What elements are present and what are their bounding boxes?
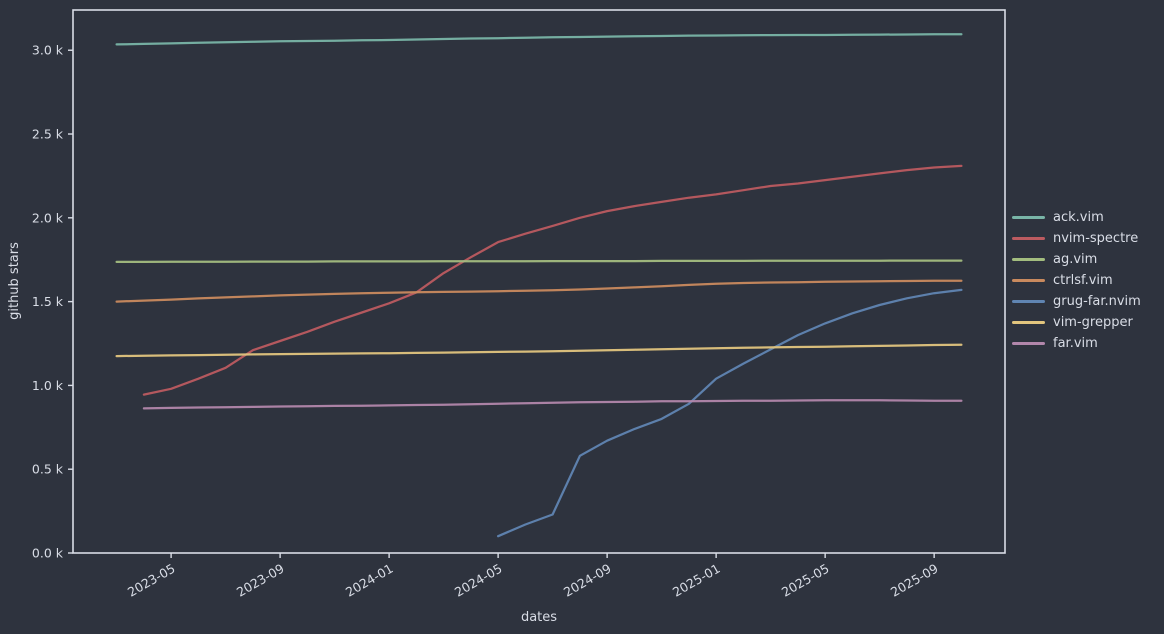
series-line-ctrlsf.vim	[115, 279, 963, 303]
series-line-far.vim	[142, 399, 963, 410]
series-line-vim-grepper	[115, 343, 963, 358]
x-tick-label: 2024-09	[561, 561, 614, 600]
y-tick-label: 0.0 k	[32, 546, 64, 561]
legend-item-ctrlsf.vim: ctrlsf.vim	[1012, 270, 1141, 291]
y-tick-label: 1.5 k	[32, 294, 64, 309]
x-tick-label: 2023-09	[234, 561, 287, 600]
legend-item-vim-grepper: vim-grepper	[1012, 312, 1141, 333]
plot-border	[72, 9, 1006, 554]
legend-swatch-ctrlsf.vim	[1012, 279, 1045, 282]
legend-label: ctrlsf.vim	[1053, 273, 1113, 288]
legend-item-grug-far.nvim: grug-far.nvim	[1012, 291, 1141, 312]
y-tick-label: 1.0 k	[32, 378, 64, 393]
y-tick-label: 2.5 k	[32, 127, 64, 142]
series-line-ag.vim	[115, 259, 963, 264]
legend-swatch-nvim-spectre	[1012, 237, 1045, 240]
legend-swatch-ag.vim	[1012, 258, 1045, 261]
x-tick-label: 2024-05	[452, 561, 505, 600]
series-line-ack.vim	[115, 33, 963, 46]
y-axis-label: github stars	[7, 242, 22, 320]
legend-label: ag.vim	[1053, 252, 1098, 267]
x-tick-label: 2024-01	[343, 561, 396, 600]
legend-swatch-grug-far.nvim	[1012, 300, 1045, 303]
x-tick-label: 2025-05	[779, 561, 832, 600]
plot-area: 2023-05 2023-09 2024-01 2024-05 2024-09 2025-…	[32, 9, 1006, 600]
legend-item-ack.vim: ack.vim	[1012, 207, 1141, 228]
legend-label: ack.vim	[1053, 210, 1104, 225]
x-tick-label: 2023-05	[125, 561, 178, 600]
chart-legend: ack.vim nvim-spectre ag.vim ctrlsf.vim grug-…	[1012, 207, 1141, 354]
legend-item-nvim-spectre: nvim-spectre	[1012, 228, 1141, 249]
legend-swatch-vim-grepper	[1012, 321, 1045, 324]
series-line-nvim-spectre	[142, 164, 963, 396]
legend-label: grug-far.nvim	[1053, 294, 1141, 309]
legend-swatch-ack.vim	[1012, 216, 1045, 219]
legend-item-ag.vim: ag.vim	[1012, 249, 1141, 270]
y-tick-label: 2.0 k	[32, 210, 64, 225]
x-tick-label: 2025-01	[670, 561, 723, 600]
y-tick-label: 0.5 k	[32, 462, 64, 477]
series-line-grug-far.nvim	[496, 288, 963, 538]
legend-label: nvim-spectre	[1053, 231, 1139, 246]
legend-label: far.vim	[1053, 336, 1098, 351]
y-tick-label: 3.0 k	[32, 43, 64, 58]
x-tick-label: 2025-09	[888, 561, 941, 600]
x-axis-label: dates	[521, 610, 557, 625]
legend-item-far.vim: far.vim	[1012, 333, 1141, 354]
legend-swatch-far.vim	[1012, 342, 1045, 345]
legend-label: vim-grepper	[1053, 315, 1133, 330]
